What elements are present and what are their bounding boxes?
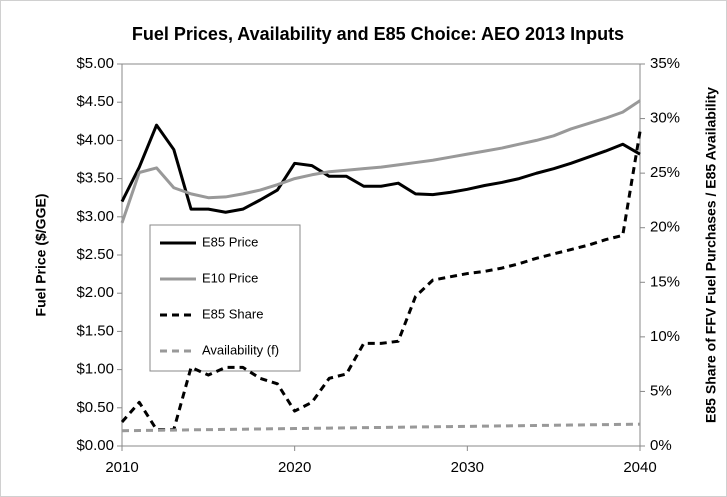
y2-tick-label: 35% [650, 55, 680, 72]
y2-tick-label: 0% [650, 437, 672, 454]
legend-label: E85 Price [202, 234, 258, 249]
y2-tick-label: 15% [650, 273, 680, 290]
series-line [121, 422, 641, 433]
y-tick-label: $1.00 [76, 361, 114, 378]
legend-label: E85 Share [202, 306, 263, 321]
series-line [120, 123, 641, 214]
y2-tick-label: 25% [650, 164, 680, 181]
y2-axis-label: E85 Share of FFV Fuel Purchases / E85 Av… [703, 87, 719, 423]
y-tick-label: $0.00 [76, 437, 114, 454]
legend-label: E10 Price [202, 270, 258, 285]
y-tick-label: $2.50 [76, 246, 114, 263]
y-tick-label: $0.50 [76, 399, 114, 416]
y-tick-label: $5.00 [76, 55, 114, 72]
y-tick-label: $3.50 [76, 170, 114, 187]
chart-title: Fuel Prices, Availability and E85 Choice… [132, 24, 624, 44]
x-tick-label: 2020 [278, 459, 311, 476]
x-tick-label: 2030 [451, 459, 484, 476]
y-tick-label: $4.50 [76, 93, 114, 110]
y-tick-label: $1.50 [76, 322, 114, 339]
legend [149, 224, 301, 372]
x-tick-label: 2010 [105, 459, 138, 476]
x-tick-label: 2040 [623, 459, 656, 476]
y-tick-label: $2.00 [76, 284, 114, 301]
y-tick-label: $3.00 [76, 208, 114, 225]
series-line [120, 131, 642, 432]
y-tick-label: $4.00 [76, 131, 114, 148]
y2-tick-label: 10% [650, 328, 680, 345]
legend-label: Availability (f) [202, 342, 279, 357]
y2-tick-label: 20% [650, 219, 680, 236]
y-axis-label: Fuel Price ($/GGE) [33, 194, 49, 317]
y2-tick-label: 30% [650, 110, 680, 127]
series-line [120, 99, 641, 224]
y2-tick-label: 5% [650, 382, 672, 399]
